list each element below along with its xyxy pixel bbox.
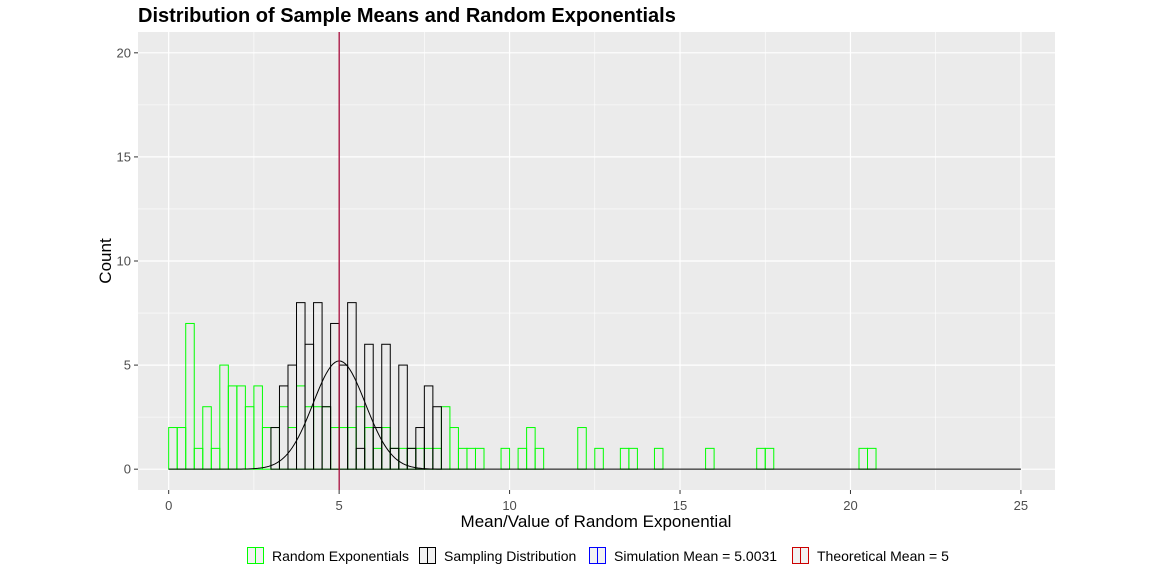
legend-key	[419, 547, 436, 564]
legend-item: Sampling Distribution	[419, 547, 576, 564]
chart-title: Distribution of Sample Means and Random …	[138, 5, 676, 27]
histogram-bar	[313, 302, 323, 470]
y-tick-label: 20	[117, 45, 131, 60]
y-axis-label: Count	[96, 238, 115, 284]
legend-key-bar	[427, 547, 436, 564]
x-tick-label: 5	[336, 498, 343, 513]
y-tick-label: 15	[117, 149, 131, 164]
histogram-bar	[347, 302, 357, 470]
density-curve	[168, 360, 1021, 470]
y-axis: 0 5 10 15 20	[117, 45, 138, 477]
x-tick-label: 10	[502, 498, 516, 513]
gridlines	[138, 32, 1055, 490]
legend-item: Simulation Mean = 5.0031	[589, 547, 777, 564]
x-axis: 0 5 10 15 20 25	[165, 490, 1028, 513]
legend-key	[589, 547, 606, 564]
legend-item: Random Exponentials	[247, 547, 409, 564]
x-tick-label: 25	[1014, 498, 1028, 513]
histogram-bar	[398, 364, 408, 470]
legend-item: Theoretical Mean = 5	[792, 547, 949, 564]
legend-key-bar	[255, 547, 264, 564]
x-tick-label: 20	[843, 498, 857, 513]
y-tick-label: 5	[124, 358, 131, 373]
x-tick-label: 15	[673, 498, 687, 513]
legend-key-bar	[800, 547, 809, 564]
legend-key-bar	[597, 547, 606, 564]
x-axis-label: Mean/Value of Random Exponential	[461, 512, 732, 531]
legend: Random Exponentials Sampling Distribution…	[247, 547, 949, 564]
y-tick-label: 10	[117, 254, 131, 269]
histogram-bar	[364, 343, 374, 470]
legend-key	[792, 547, 809, 564]
legend-label: Sampling Distribution	[444, 548, 576, 564]
histogram-bar	[381, 343, 391, 470]
x-tick-label: 0	[165, 498, 172, 513]
legend-key	[247, 547, 264, 564]
legend-label: Random Exponentials	[272, 548, 409, 564]
y-tick-label: 0	[124, 462, 131, 477]
legend-label: Simulation Mean = 5.0031	[614, 548, 777, 564]
series-layer	[168, 32, 1021, 490]
legend-label: Theoretical Mean = 5	[817, 548, 949, 564]
